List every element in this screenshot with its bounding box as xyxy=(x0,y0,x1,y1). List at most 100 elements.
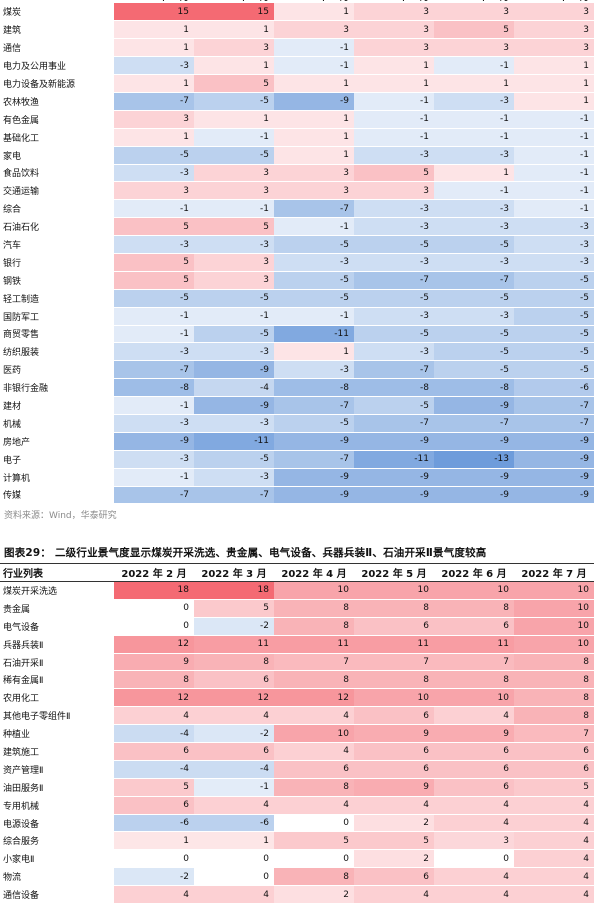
sentiment-value-cell: -1 xyxy=(274,56,354,76)
sentiment-value-cell: -3 xyxy=(274,360,354,380)
sentiment-value-cell: 6 xyxy=(194,742,274,761)
sentiment-value-cell: 1 xyxy=(274,128,354,147)
sentiment-value-cell: 10 xyxy=(434,688,514,708)
source-note: 资料来源：Wind，华泰研究 xyxy=(4,511,117,521)
sentiment-value-cell: -3 xyxy=(434,217,514,237)
sentiment-value-cell: -7 xyxy=(194,486,274,505)
industry-name: 农用化工 xyxy=(0,688,114,708)
table-row: 农林牧渔 -7 -5 -9 -1 -3 1 xyxy=(0,92,594,111)
sentiment-value-cell: 8 xyxy=(514,688,594,708)
table-row: 稀有金属Ⅱ 8 6 8 8 8 8 xyxy=(0,670,594,690)
sentiment-value-cell: 0 xyxy=(274,849,354,869)
sentiment-value-cell: 1 xyxy=(194,831,274,851)
industry-name: 煤炭 xyxy=(0,3,114,22)
sentiment-value-cell: 1 xyxy=(434,164,514,183)
sentiment-value-cell: 4 xyxy=(434,885,514,905)
sentiment-value-cell: -2 xyxy=(114,867,194,887)
t1-column-header: 2022 年 7 月 xyxy=(514,0,594,3)
sentiment-value-cell: 0 xyxy=(194,849,274,869)
table-row: 建筑施工 6 6 4 6 6 6 xyxy=(0,742,594,761)
sentiment-value-cell: -9 xyxy=(194,360,274,380)
sentiment-value-cell: -5 xyxy=(274,414,354,433)
industry-name: 专用机械 xyxy=(0,796,114,815)
sentiment-value-cell: 1 xyxy=(274,110,354,129)
table-row: 商贸零售 -1 -5 -11 -5 -5 -5 xyxy=(0,325,594,344)
sentiment-value-cell: 5 xyxy=(194,74,274,93)
t1-column-header: 2022 年 4 月 xyxy=(274,0,354,3)
t1-column-header: 2022 年 3 月 xyxy=(194,0,274,3)
sentiment-value-cell: -5 xyxy=(194,146,274,165)
sentiment-value-cell: 3 xyxy=(354,3,434,22)
sentiment-value-cell: 0 xyxy=(274,814,354,833)
sentiment-value-cell: -1 xyxy=(114,325,194,344)
sentiment-value-cell: 4 xyxy=(514,796,594,815)
sentiment-value-cell: 3 xyxy=(194,38,274,58)
sentiment-value-cell: 4 xyxy=(354,885,434,905)
sentiment-value-cell: -9 xyxy=(434,468,514,487)
sentiment-value-cell: -5 xyxy=(514,307,594,326)
sentiment-value-cell: 4 xyxy=(514,867,594,887)
table-row: 电力设备及新能源 1 5 1 1 1 1 xyxy=(0,74,594,93)
sentiment-value-cell: 3 xyxy=(354,181,434,201)
sentiment-value-cell: -3 xyxy=(354,217,434,237)
sentiment-value-cell: -3 xyxy=(114,235,194,254)
industry-name: 电力设备及新能源 xyxy=(0,74,114,93)
sentiment-value-cell: 10 xyxy=(434,581,514,600)
table-row: 农用化工 12 12 12 10 10 8 xyxy=(0,688,594,708)
sentiment-value-cell: -9 xyxy=(274,486,354,505)
sentiment-value-cell: -5 xyxy=(194,92,274,111)
sentiment-value-cell: 1 xyxy=(274,3,354,22)
sentiment-value-cell: -8 xyxy=(434,378,514,398)
industry-name: 食品饮料 xyxy=(0,164,114,183)
sentiment-value-cell: 10 xyxy=(514,581,594,600)
sentiment-value-cell: 10 xyxy=(274,724,354,744)
sentiment-value-cell: 5 xyxy=(434,20,514,40)
industry-name: 非银行金融 xyxy=(0,378,114,398)
sentiment-value-cell: -9 xyxy=(434,432,514,451)
t2-column-header: 2022 年 3 月 xyxy=(194,563,274,582)
t1-column-header: 2022 年 6 月 xyxy=(434,0,514,3)
sentiment-value-cell: -3 xyxy=(114,164,194,183)
industry-name: 其他电子零组件Ⅱ xyxy=(0,706,114,726)
sentiment-value-cell: -3 xyxy=(274,253,354,272)
sentiment-value-cell: 1 xyxy=(514,92,594,111)
sentiment-value-cell: 0 xyxy=(114,617,194,636)
sentiment-value-cell: -7 xyxy=(514,396,594,415)
sentiment-value-cell: 8 xyxy=(274,670,354,690)
sentiment-value-cell: 2 xyxy=(274,885,354,905)
sentiment-value-cell: -13 xyxy=(434,450,514,469)
sentiment-value-cell: -7 xyxy=(434,271,514,290)
sentiment-value-cell: 10 xyxy=(514,635,594,654)
sentiment-value-cell: -1 xyxy=(514,128,594,147)
table-row: 交通运输 3 3 3 3 -1 -1 xyxy=(0,181,594,201)
sentiment-value-cell: -9 xyxy=(514,486,594,505)
sentiment-value-cell: -1 xyxy=(114,396,194,415)
t2-column-header: 2022 年 4 月 xyxy=(274,563,354,582)
industry-name: 计算机 xyxy=(0,468,114,487)
sentiment-value-cell: -3 xyxy=(514,235,594,254)
sentiment-value-cell: -1 xyxy=(434,181,514,201)
t2-column-header: 2022 年 2 月 xyxy=(114,563,194,582)
table-row: 通信设备 4 4 2 4 4 4 xyxy=(0,885,594,905)
sentiment-value-cell: -5 xyxy=(194,289,274,308)
sentiment-value-cell: 1 xyxy=(514,74,594,93)
sentiment-value-cell: -5 xyxy=(354,325,434,344)
sentiment-value-cell: 6 xyxy=(434,742,514,761)
sentiment-value-cell: 8 xyxy=(514,706,594,726)
sentiment-value-cell: 8 xyxy=(434,599,514,618)
sentiment-value-cell: 3 xyxy=(274,181,354,201)
sentiment-value-cell: 15 xyxy=(194,3,274,22)
sentiment-value-cell: 5 xyxy=(354,164,434,183)
sentiment-value-cell: -7 xyxy=(274,450,354,469)
sentiment-value-cell: 5 xyxy=(194,217,274,237)
sentiment-value-cell: -5 xyxy=(434,360,514,380)
sentiment-value-cell: 4 xyxy=(434,814,514,833)
sentiment-value-cell: 1 xyxy=(194,20,274,40)
sentiment-value-cell: 3 xyxy=(194,271,274,290)
table-row: 物流 -2 0 8 6 4 4 xyxy=(0,867,594,887)
sentiment-value-cell: 4 xyxy=(274,706,354,726)
sentiment-value-cell: 9 xyxy=(434,724,514,744)
sentiment-value-cell: -1 xyxy=(434,56,514,76)
sentiment-value-cell: -1 xyxy=(354,128,434,147)
sentiment-value-cell: -9 xyxy=(194,396,274,415)
